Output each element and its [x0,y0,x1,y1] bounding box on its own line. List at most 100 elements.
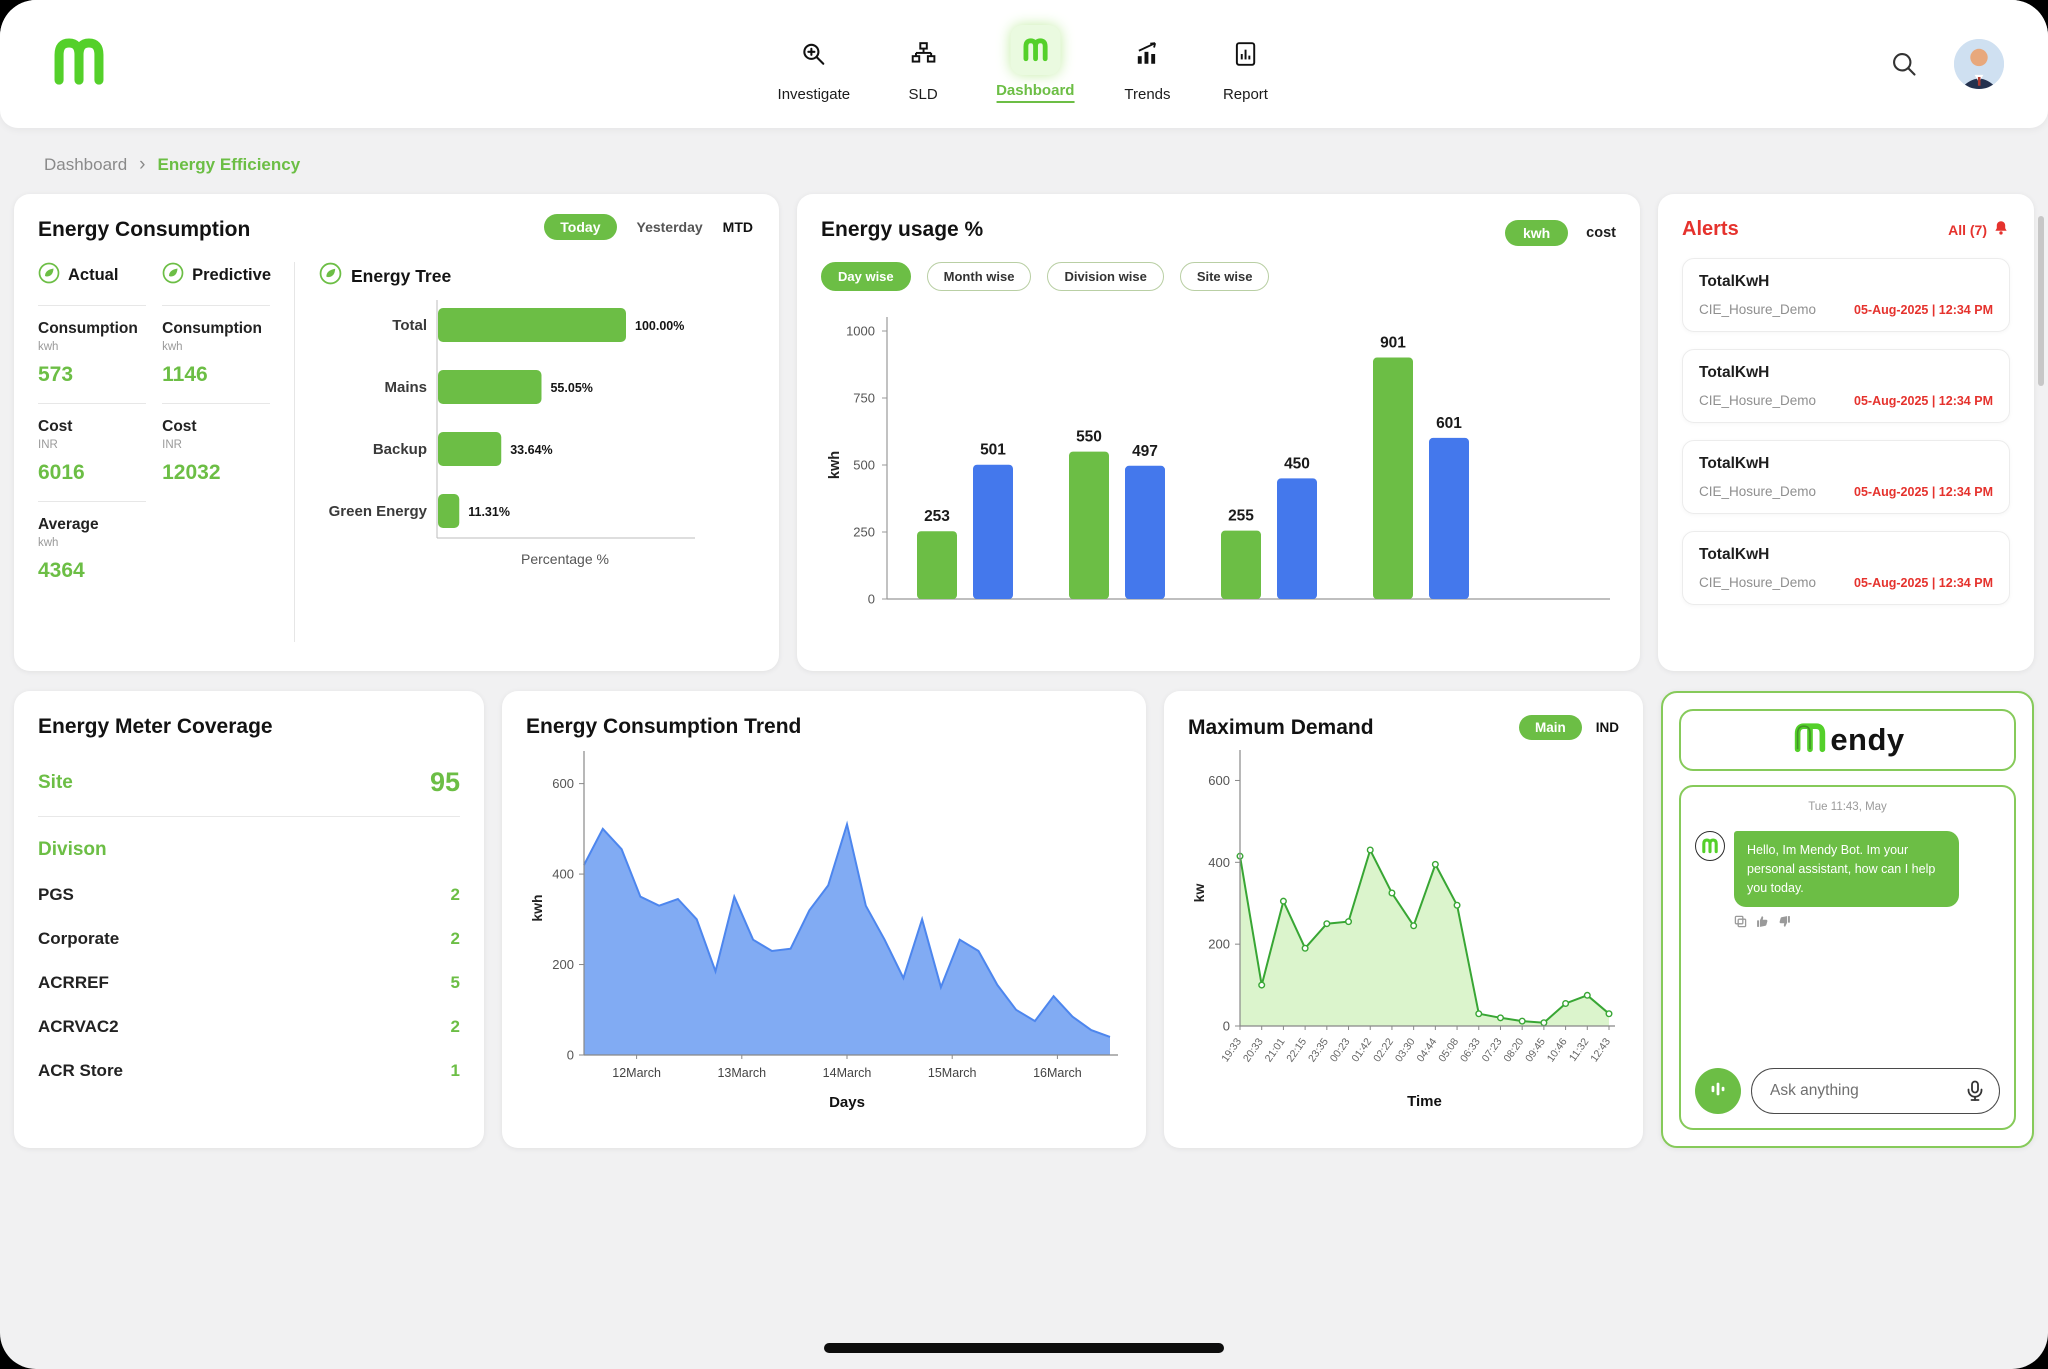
svg-text:501: 501 [980,442,1006,459]
home-indicator[interactable] [824,1343,1224,1353]
svg-text:55.05%: 55.05% [550,381,592,395]
alert-item[interactable]: TotalKwH CIE_Hosure_Demo 05-Aug-2025 | 1… [1682,440,2010,514]
bell-icon [1992,219,2010,240]
energy-consumption-title: Energy Consumption [38,218,251,241]
division-row[interactable]: PGS 2 [38,885,460,905]
search-icon[interactable] [1884,44,1924,84]
alert-time: 05-Aug-2025 | 12:34 PM [1854,302,1993,317]
trends-chart-icon [1122,29,1172,79]
meter-coverage-title: Energy Meter Coverage [38,715,273,738]
division-count: 2 [450,929,460,948]
svg-text:1000: 1000 [846,324,875,339]
site-value: 95 [429,767,460,797]
breadcrumb-parent[interactable]: Dashboard [44,155,128,174]
svg-text:Total: Total [392,317,427,334]
unit-kwh-button[interactable]: kwh [1504,220,1569,246]
site-label: Site [38,771,73,793]
svg-text:33.64%: 33.64% [510,443,552,457]
svg-text:0: 0 [567,1048,574,1063]
stat-label: Average [38,516,99,533]
nav-label: Trends [1124,86,1171,103]
logo-m-icon [1010,25,1061,75]
svg-text:kwh: kwh [529,894,545,921]
stat-unit: kwh [38,341,59,353]
svg-text:500: 500 [853,458,875,473]
copy-icon[interactable] [1734,915,1747,933]
alert-title: TotalKwH [1699,364,1770,381]
svg-text:Backup: Backup [373,441,427,458]
alert-time: 05-Aug-2025 | 12:34 PM [1854,575,1993,590]
tab-yesterday[interactable]: Yesterday [636,219,703,235]
demand-toggle: Main IND [1518,715,1619,740]
svg-text:02:22: 02:22 [1371,1036,1396,1065]
svg-text:550: 550 [1076,429,1102,446]
topbar-actions [1884,39,2004,89]
chevron-right-icon: › [139,154,146,175]
svg-text:0: 0 [868,592,875,607]
svg-text:497: 497 [1132,443,1158,460]
tab-mtd[interactable]: MTD [722,219,753,235]
alert-item[interactable]: TotalKwH CIE_Hosure_Demo 05-Aug-2025 | 1… [1682,531,2010,605]
leaf-icon [38,262,60,289]
svg-text:11.31%: 11.31% [468,505,510,519]
app-logo[interactable] [44,29,114,99]
stat-value: 1146 [162,363,208,386]
unit-toggle: kwh cost [1504,220,1616,246]
site-row: Site 95 [38,767,460,817]
thumbs-up-icon[interactable] [1756,915,1769,933]
ask-anything-input[interactable] [1751,1068,2000,1114]
user-avatar[interactable] [1954,39,2004,89]
svg-text:10:46: 10:46 [1545,1036,1570,1065]
alert-title: TotalKwH [1699,546,1770,563]
alert-item[interactable]: TotalKwH CIE_Hosure_Demo 05-Aug-2025 | 1… [1682,258,2010,332]
nav-item-investigate[interactable]: Investigate [778,29,850,103]
svg-text:05:08: 05:08 [1436,1036,1461,1065]
leaf-icon [319,262,342,290]
voice-wave-button[interactable] [1695,1068,1741,1114]
alerts-card: Alerts All (7) TotalKwH CIE_Hosure_Demo … [1658,194,2034,671]
stat-unit: kwh [162,341,183,353]
toggle-ind-button[interactable]: IND [1595,720,1619,735]
filter-month-wise[interactable]: Month wise [926,262,1032,291]
microphone-icon[interactable] [1963,1079,1987,1108]
range-tabs: Today Yesterday MTD [544,214,753,240]
tab-today[interactable]: Today [544,214,617,240]
alert-item[interactable]: TotalKwH CIE_Hosure_Demo 05-Aug-2025 | 1… [1682,349,2010,423]
svg-text:13March: 13March [717,1066,766,1080]
division-row[interactable]: Corporate 2 [38,929,460,949]
nav-label: Report [1222,86,1268,103]
toggle-main-button[interactable]: Main [1518,715,1582,740]
predictive-header: Predictive [162,262,286,305]
svg-text:03:30: 03:30 [1393,1036,1418,1065]
nav-item-dashboard[interactable]: Dashboard [996,25,1075,103]
chat-timestamp: Tue 11:43, May [1808,801,1887,813]
nav-item-trends[interactable]: Trends [1122,29,1172,103]
svg-text:09:45: 09:45 [1523,1036,1548,1065]
division-row[interactable]: ACRREF 5 [38,973,460,993]
stat-label: Cost [162,418,197,435]
svg-text:Percentage %: Percentage % [521,551,609,567]
svg-text:Mains: Mains [384,379,427,396]
nav-item-sld[interactable]: SLD [898,29,948,103]
bot-message-group: Hello, Im Mendy Bot. Im your personal as… [1734,831,1959,933]
svg-text:601: 601 [1436,415,1462,432]
alert-time: 05-Aug-2025 | 12:34 PM [1854,393,1993,408]
division-row[interactable]: ACR Store 1 [38,1061,460,1081]
scrollbar[interactable] [2038,216,2044,386]
unit-cost-button[interactable]: cost [1586,225,1616,241]
actual-label: Actual [68,266,119,284]
alerts-all-button[interactable]: All (7) [1948,219,2010,240]
nav-label: SLD [908,86,938,103]
svg-text:200: 200 [1208,937,1230,952]
division-row[interactable]: ACRVAC2 2 [38,1017,460,1037]
svg-text:kw: kw [1191,884,1207,903]
thumbs-down-icon[interactable] [1778,915,1791,933]
ask-input-wrap [1751,1068,2000,1114]
stat-label: Consumption [162,320,262,337]
filter-site-wise[interactable]: Site wise [1179,262,1270,291]
filter-division-wise[interactable]: Division wise [1047,262,1164,291]
nav-item-report[interactable]: Report [1220,29,1270,103]
predictive-consumption: Consumption kwh 1146 [162,305,271,403]
filter-day-wise[interactable]: Day wise [821,262,911,291]
